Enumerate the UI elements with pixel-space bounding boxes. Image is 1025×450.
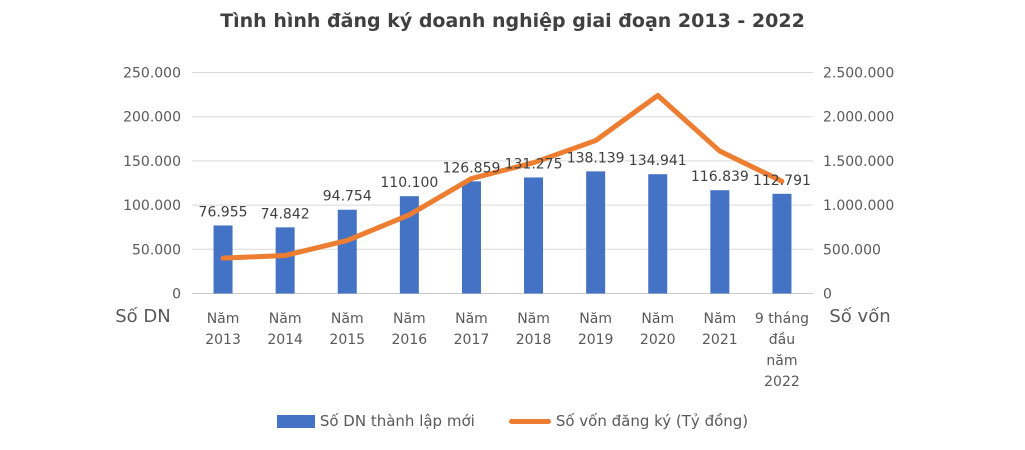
left-axis-tick-label: 250.000 [123,66,181,82]
bar [275,227,295,294]
left-axis-tick-label: 50.000 [132,242,181,258]
x-category-label: Năm 2021 [702,311,738,348]
bar [337,209,357,294]
line-series-label: Số vốn đăng ký (Tỷ đồng) [555,412,749,430]
x-category-label: Năm 2017 [454,311,490,348]
bar [586,171,606,294]
bar-value-label: 138.139 [567,150,625,166]
bar [648,174,668,294]
bar-value-label: 74.842 [261,206,310,222]
bar-series-label: Số DN thành lập mới [319,412,475,430]
x-category-label: Năm 2014 [267,311,303,348]
right-axis-tick-label: 0 [823,287,832,303]
bar-value-label: 76.955 [199,204,248,220]
bar-value-label: 131.275 [505,156,563,172]
x-category-label: Năm 2020 [640,311,676,348]
bar-value-label: 116.839 [691,169,749,185]
bar [461,181,481,294]
line-series-swatch-icon [508,418,551,424]
left-axis-tick-label: 100.000 [123,198,181,214]
x-category-label: 9 tháng đầu năm 2022 [755,311,809,390]
bar-value-label: 112.791 [753,173,811,189]
legend-item-line: Số vốn đăng ký (Tỷ đồng) [508,412,749,430]
x-category-label: Năm 2019 [578,311,614,348]
right-axis-title: Số vốn [829,306,891,327]
x-category-label: Năm 2013 [205,311,241,348]
bar [399,196,419,294]
right-axis-tick-label: 500.000 [823,242,881,258]
legend: Số DN thành lập mới Số vốn đăng ký (Tỷ đ… [0,412,1025,430]
right-axis-tick-label: 2.500.000 [823,66,894,82]
x-category-label: Năm 2016 [392,311,428,348]
chart-title: Tình hình đăng ký doanh nghiệp giai đoạn… [220,10,805,32]
left-axis-tick-label: 0 [172,287,181,303]
bar-series-swatch-icon [276,414,315,428]
bar-value-label: 110.100 [380,175,438,191]
right-axis-tick-label: 2.000.000 [823,110,894,126]
x-category-label: Năm 2015 [329,311,365,348]
legend-item-bars: Số DN thành lập mới [276,412,475,430]
bar-value-label: 126.859 [442,160,500,176]
x-category-label: Năm 2018 [516,311,552,348]
left-axis-title: Số DN [115,306,171,327]
bar-value-label: 94.754 [323,189,372,205]
bar [524,177,544,294]
right-axis-tick-label: 1.000.000 [823,198,894,214]
right-axis-tick-label: 1.500.000 [823,154,894,170]
left-axis-tick-label: 200.000 [123,110,181,126]
bar [772,193,792,294]
left-axis-tick-label: 150.000 [123,154,181,170]
capital-line [220,92,785,261]
bar-value-label: 134.941 [629,153,687,169]
bar [710,190,730,294]
